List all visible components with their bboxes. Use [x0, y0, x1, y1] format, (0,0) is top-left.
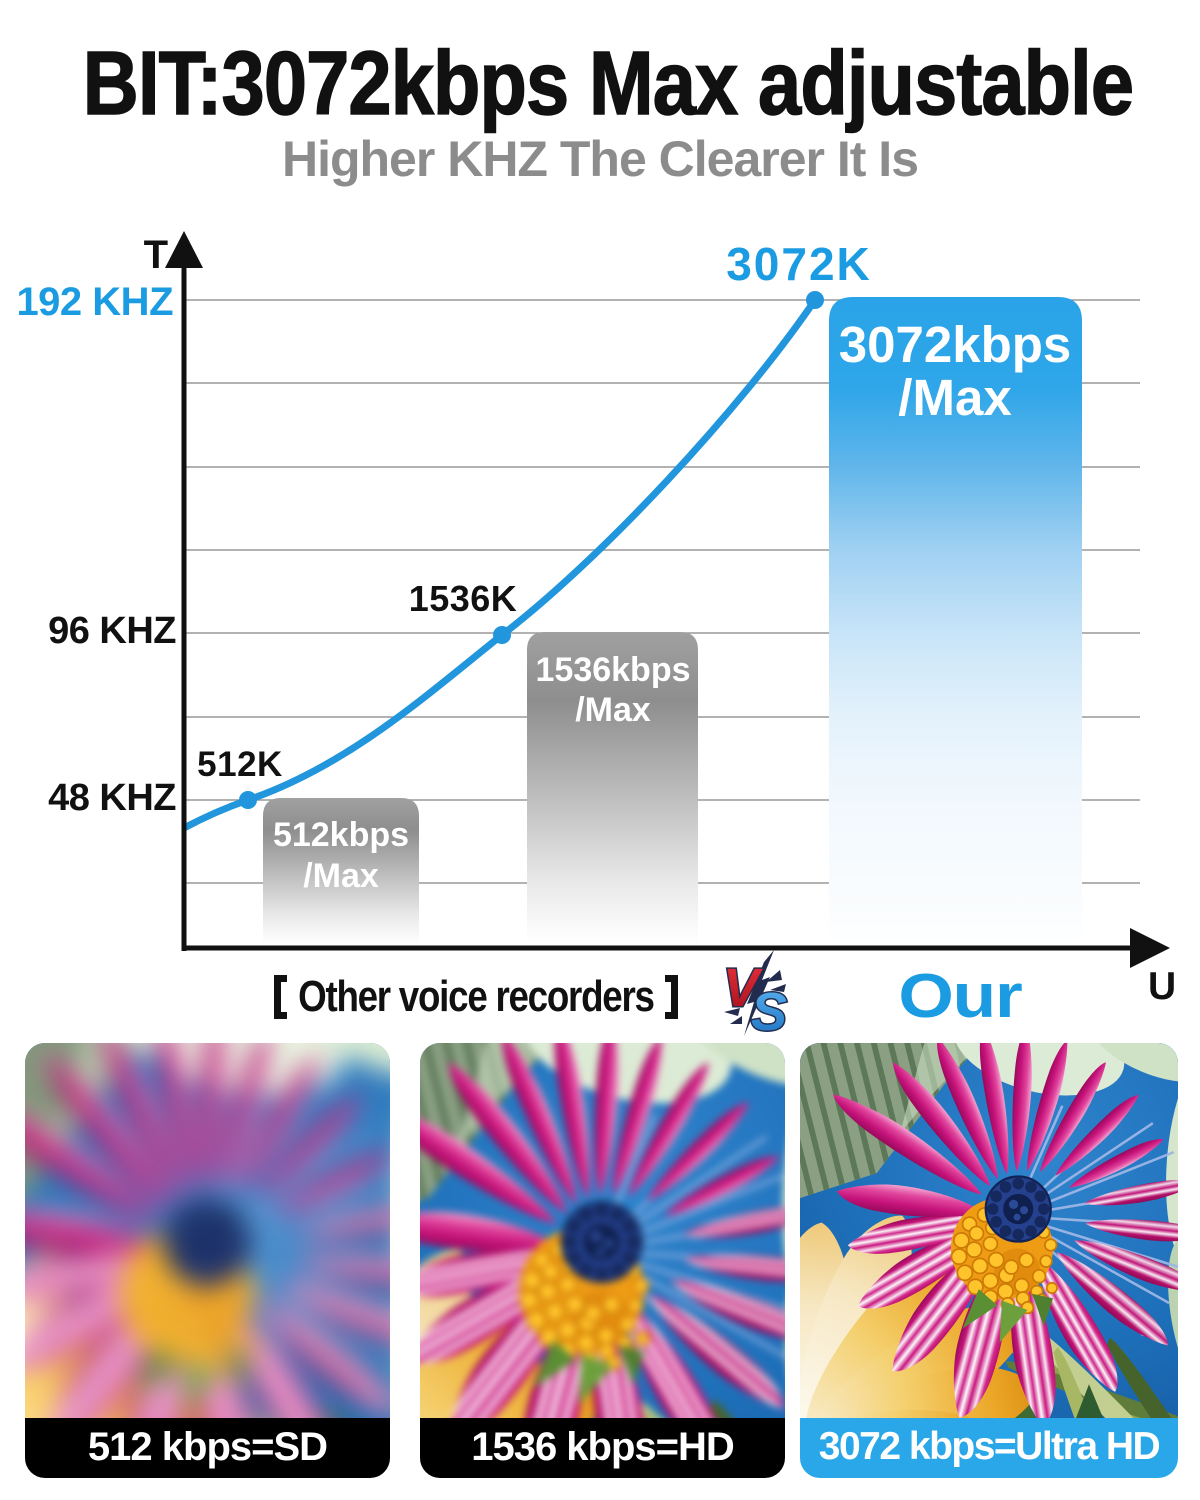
- svg-text:/Max: /Max: [898, 369, 1011, 426]
- svg-text:1536kbps: 1536kbps: [536, 651, 691, 689]
- svg-text:3072kbps: 3072kbps: [839, 316, 1072, 373]
- svg-text:/Max: /Max: [575, 691, 651, 729]
- svg-text:V: V: [723, 958, 763, 1018]
- svg-text:T: T: [144, 233, 168, 277]
- svg-text:48 KHZ: 48 KHZ: [48, 777, 176, 819]
- svg-text:U: U: [1148, 965, 1176, 1008]
- svg-text:512K: 512K: [197, 745, 283, 784]
- svg-text:S: S: [751, 982, 787, 1036]
- svg-text:/Max: /Max: [303, 857, 379, 895]
- svg-text:3072K: 3072K: [726, 238, 872, 290]
- svg-text:512kbps: 512kbps: [273, 816, 409, 854]
- svg-text:96 KHZ: 96 KHZ: [48, 610, 176, 652]
- svg-text:192 KHZ: 192 KHZ: [16, 280, 173, 324]
- svg-text:1536K: 1536K: [409, 578, 518, 619]
